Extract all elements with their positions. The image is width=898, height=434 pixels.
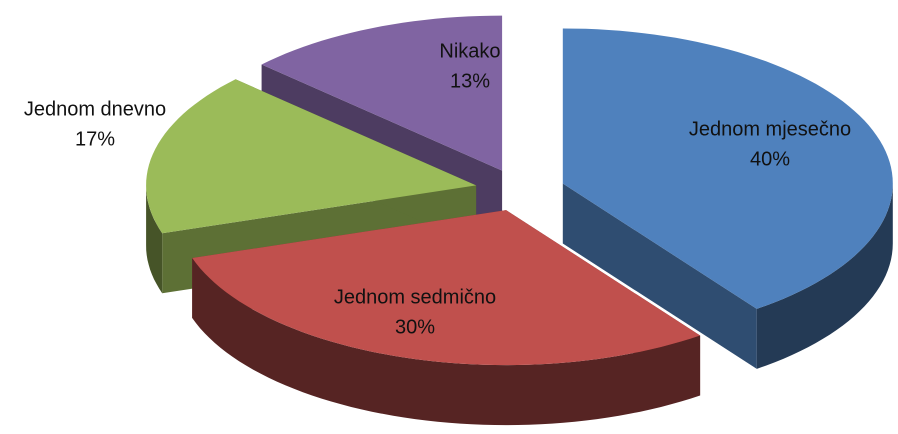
category-label: Jednom dnevno — [24, 98, 166, 120]
slice — [146, 79, 477, 234]
category-label: Jednom sedmično — [334, 286, 496, 308]
value-label: 30% — [395, 316, 435, 338]
slice — [562, 28, 893, 309]
slice-wall — [192, 258, 701, 426]
slice — [261, 15, 503, 171]
value-label: 40% — [750, 148, 790, 170]
category-label: Jednom mjesečno — [689, 118, 851, 140]
category-label: Nikako — [439, 40, 500, 62]
value-label: 17% — [75, 128, 115, 150]
slice — [192, 210, 701, 366]
slice-wall — [146, 185, 163, 294]
slice-side — [562, 183, 757, 369]
slice-wall — [756, 183, 893, 369]
value-label: 13% — [450, 70, 490, 92]
